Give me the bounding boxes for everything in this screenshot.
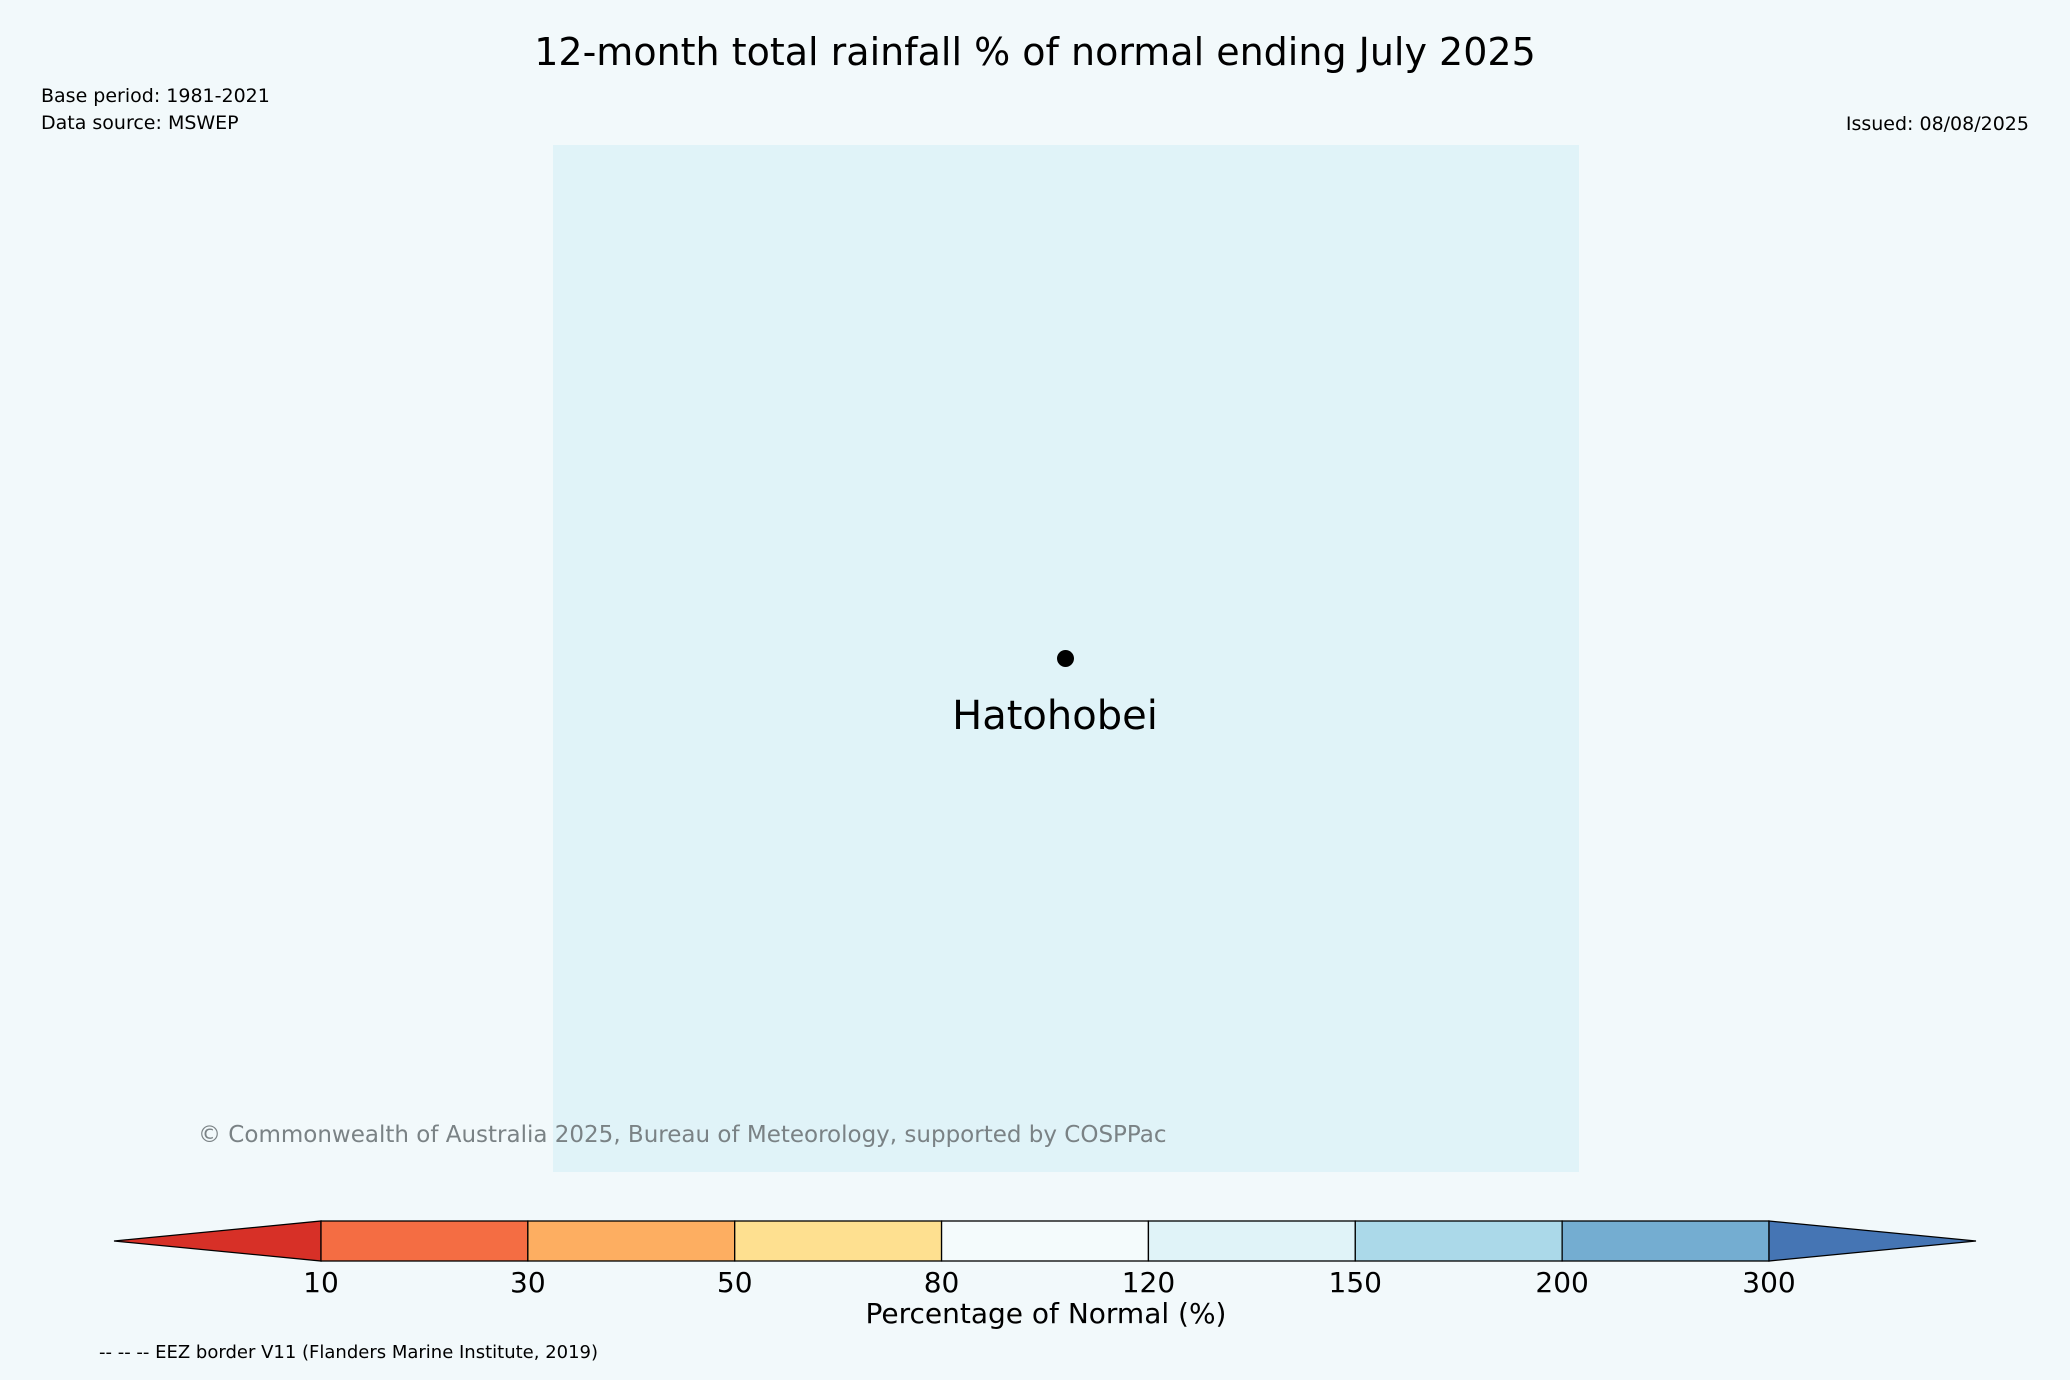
issued-date-text: Issued: 08/08/2025 xyxy=(1845,113,2029,135)
colorbar-tick-label: 300 xyxy=(1742,1266,1796,1299)
colorbar-tick-label: 150 xyxy=(1328,1266,1383,1299)
colorbar-tick-label: 50 xyxy=(716,1266,753,1299)
colorbar-tick-label: 30 xyxy=(510,1266,546,1299)
copyright-notice: © Commonwealth of Australia 2025, Bureau… xyxy=(198,1122,1167,1148)
colorbar-segment xyxy=(320,1220,529,1262)
colorbar-segment xyxy=(1354,1220,1563,1262)
data-source-text: Data source: MSWEP xyxy=(41,112,239,134)
colorbar-label: Percentage of Normal (%) xyxy=(865,1297,1227,1330)
map-title: 12-month total rainfall % of normal endi… xyxy=(534,30,1536,74)
colorbar-extend-high xyxy=(1768,1220,1977,1262)
colorbar-segment xyxy=(1561,1220,1770,1262)
colorbar xyxy=(113,1220,1977,1262)
colorbar-tick-label: 200 xyxy=(1535,1266,1589,1299)
colorbar-tick-label: 120 xyxy=(1121,1266,1176,1299)
colorbar-segment xyxy=(940,1220,1150,1262)
base-period-text: Base period: 1981-2021 xyxy=(41,85,270,107)
location-marker-icon xyxy=(1057,650,1074,667)
colorbar-extend-low xyxy=(113,1220,322,1262)
colorbar-segment xyxy=(527,1220,736,1262)
colorbar-tick-label: 80 xyxy=(923,1266,960,1299)
place-label: Hatohobei xyxy=(952,693,1158,739)
eez-border-note: -- -- -- EEZ border V11 (Flanders Marine… xyxy=(99,1342,599,1363)
colorbar-segment xyxy=(1147,1220,1356,1262)
colorbar-tick-label: 10 xyxy=(303,1266,339,1299)
colorbar-segment xyxy=(734,1220,943,1262)
